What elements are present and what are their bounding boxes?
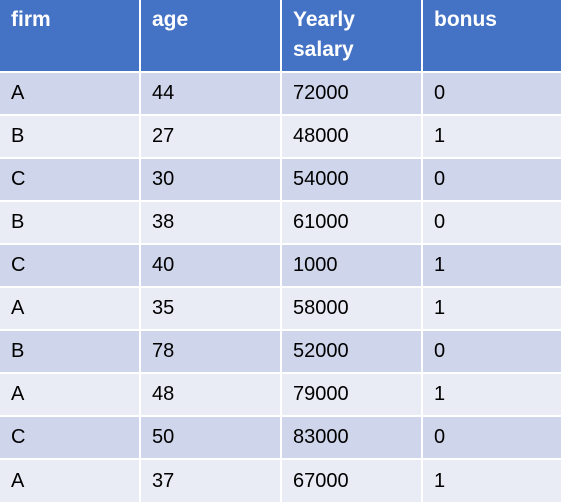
cell-bonus: 0 xyxy=(422,416,561,460)
cell-firm: A xyxy=(0,373,141,417)
cell-bonus: 0 xyxy=(422,330,561,374)
table-row: A 37 67000 1 xyxy=(0,459,561,502)
cell-firm: C xyxy=(0,158,141,202)
cell-firm: B xyxy=(0,201,141,245)
cell-age: 44 xyxy=(140,72,282,116)
cell-age: 50 xyxy=(140,416,282,460)
header-row: firm age Yearly salary bonus xyxy=(0,0,561,73)
cell-firm: B xyxy=(0,115,141,159)
cell-bonus: 1 xyxy=(422,244,561,288)
cell-yearly-salary: 58000 xyxy=(281,287,423,331)
cell-yearly-salary: 48000 xyxy=(281,115,423,159)
cell-age: 30 xyxy=(140,158,282,202)
cell-age: 48 xyxy=(140,373,282,417)
table-body: A 44 72000 0 B 27 48000 1 C 30 54000 0 B… xyxy=(0,72,561,502)
header-yearly-salary: Yearly salary xyxy=(281,0,423,73)
cell-age: 78 xyxy=(140,330,282,374)
cell-bonus: 0 xyxy=(422,72,561,116)
cell-firm: A xyxy=(0,287,141,331)
cell-yearly-salary: 79000 xyxy=(281,373,423,417)
cell-firm: A xyxy=(0,459,141,502)
cell-yearly-salary: 83000 xyxy=(281,416,423,460)
cell-age: 35 xyxy=(140,287,282,331)
table-row: C 50 83000 0 xyxy=(0,416,561,460)
cell-firm: B xyxy=(0,330,141,374)
cell-firm: C xyxy=(0,416,141,460)
cell-yearly-salary: 52000 xyxy=(281,330,423,374)
table-row: B 27 48000 1 xyxy=(0,115,561,159)
cell-firm: A xyxy=(0,72,141,116)
cell-bonus: 0 xyxy=(422,201,561,245)
cell-bonus: 0 xyxy=(422,158,561,202)
cell-yearly-salary: 72000 xyxy=(281,72,423,116)
cell-age: 40 xyxy=(140,244,282,288)
cell-bonus: 1 xyxy=(422,287,561,331)
cell-bonus: 1 xyxy=(422,373,561,417)
cell-bonus: 1 xyxy=(422,459,561,502)
table-row: C 40 1000 1 xyxy=(0,244,561,288)
table-row: A 35 58000 1 xyxy=(0,287,561,331)
cell-age: 27 xyxy=(140,115,282,159)
header-age: age xyxy=(140,0,282,73)
cell-yearly-salary: 61000 xyxy=(281,201,423,245)
table-row: A 48 79000 1 xyxy=(0,373,561,417)
table-row: A 44 72000 0 xyxy=(0,72,561,116)
table-row: B 38 61000 0 xyxy=(0,201,561,245)
cell-yearly-salary: 1000 xyxy=(281,244,423,288)
cell-yearly-salary: 67000 xyxy=(281,459,423,502)
table-row: B 78 52000 0 xyxy=(0,330,561,374)
header-firm: firm xyxy=(0,0,141,73)
cell-bonus: 1 xyxy=(422,115,561,159)
cell-firm: C xyxy=(0,244,141,288)
cell-age: 37 xyxy=(140,459,282,502)
table-header: firm age Yearly salary bonus xyxy=(0,0,561,73)
cell-age: 38 xyxy=(140,201,282,245)
header-bonus: bonus xyxy=(422,0,561,73)
table-row: C 30 54000 0 xyxy=(0,158,561,202)
cell-yearly-salary: 54000 xyxy=(281,158,423,202)
